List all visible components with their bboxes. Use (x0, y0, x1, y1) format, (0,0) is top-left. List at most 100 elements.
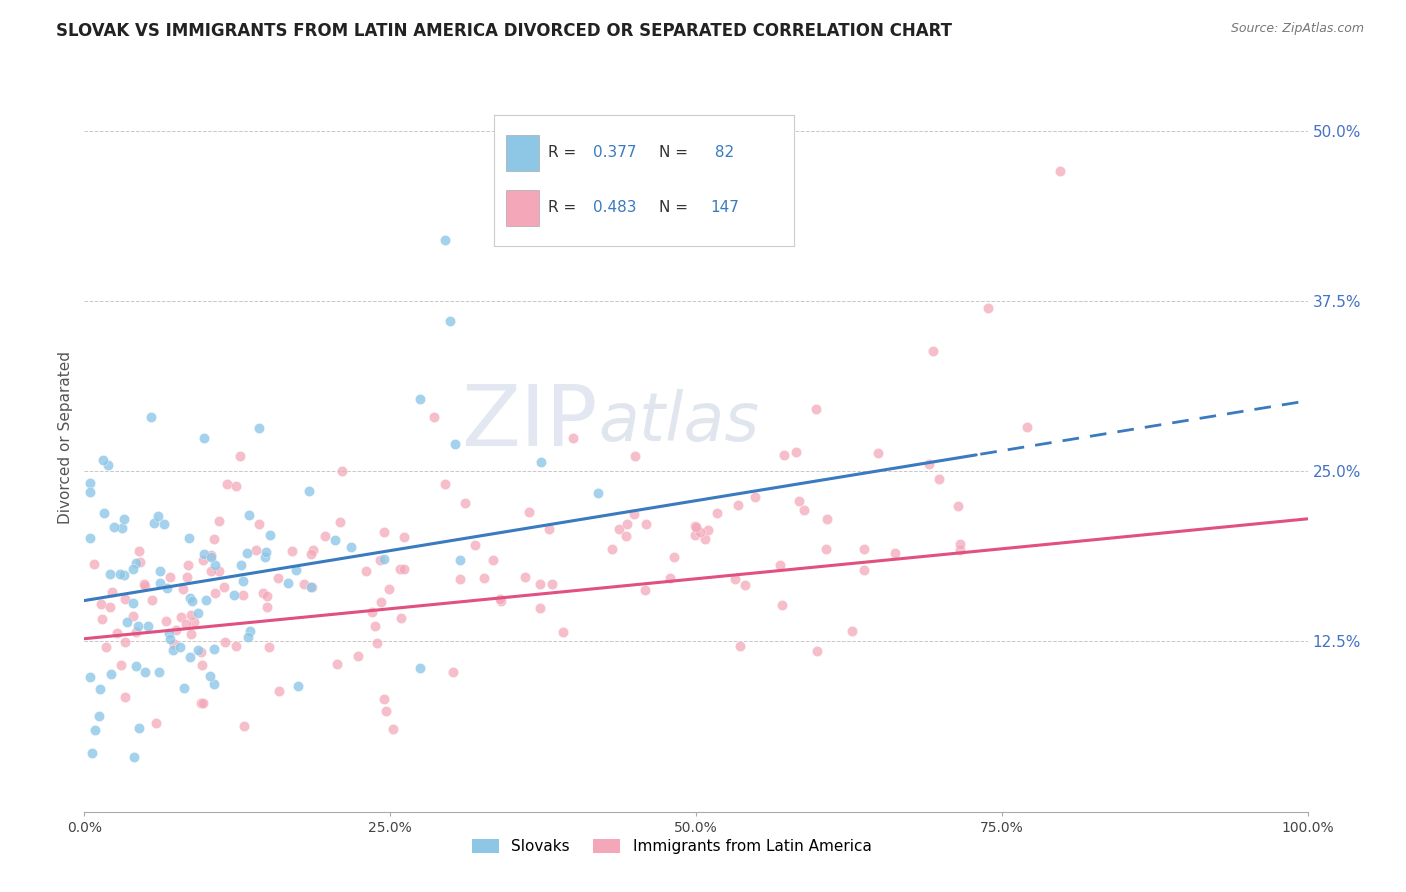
Point (165, 623, 187, 637)
Point (394, 530, 416, 544)
Point (202, 677, 225, 691)
Point (187, 606, 209, 620)
Point (464, 538, 486, 552)
Point (93, 506, 115, 520)
Point (97, 458, 120, 472)
Point (79, 532, 101, 546)
Point (232, 588, 254, 602)
Point (181, 594, 204, 608)
Point (302, 543, 325, 558)
Point (79, 670, 101, 684)
Point (180, 627, 202, 641)
Point (454, 496, 477, 510)
Point (685, 527, 707, 541)
Point (540, 577, 562, 591)
Point (1049, 164, 1071, 178)
Point (444, 437, 467, 451)
Point (110, 567, 132, 582)
Point (330, 464, 353, 478)
Point (252, 586, 274, 600)
Point (770, 598, 793, 612)
Point (232, 719, 254, 733)
Point (238, 630, 260, 644)
Point (245, 543, 267, 558)
Point (614, 528, 637, 542)
Point (256, 590, 278, 604)
Point (157, 625, 180, 640)
Point (83, 723, 105, 737)
Point (299, 580, 322, 594)
Point (529, 576, 551, 591)
Point (202, 533, 225, 547)
Point (806, 643, 828, 657)
Point (551, 624, 574, 639)
Point (378, 582, 401, 597)
Point (100, 666, 122, 681)
Point (114, 635, 136, 649)
Point (128, 544, 150, 558)
Point (529, 601, 551, 615)
Point (79, 475, 101, 490)
Point (623, 449, 645, 463)
Point (683, 518, 706, 533)
Point (115, 615, 138, 629)
Point (198, 669, 221, 683)
Point (368, 553, 391, 567)
Point (163, 637, 186, 651)
Point (159, 570, 181, 584)
Point (852, 563, 875, 577)
Point (127, 618, 149, 632)
Point (179, 591, 201, 605)
Point (281, 544, 304, 558)
Point (449, 572, 471, 586)
Point (214, 635, 236, 649)
Point (346, 648, 368, 663)
Point (482, 552, 505, 566)
Point (112, 567, 135, 582)
Point (183, 615, 205, 630)
Point (434, 476, 457, 491)
Point (98, 567, 121, 582)
Point (515, 570, 537, 584)
Point (79, 485, 101, 500)
Point (841, 624, 863, 638)
Point (373, 525, 395, 540)
Point (149, 576, 172, 591)
Point (222, 588, 245, 602)
Legend: Slovaks, Immigrants from Latin America: Slovaks, Immigrants from Latin America (465, 833, 877, 860)
Point (696, 523, 718, 537)
Point (193, 547, 215, 561)
Point (623, 508, 645, 522)
Point (409, 661, 432, 675)
Point (152, 516, 174, 531)
Point (200, 550, 222, 565)
Point (773, 448, 796, 462)
Point (225, 479, 247, 493)
Point (190, 696, 212, 710)
Point (122, 609, 145, 624)
Point (200, 564, 222, 578)
Point (815, 512, 838, 526)
Point (114, 690, 136, 705)
Point (146, 508, 169, 523)
Point (134, 665, 156, 680)
Point (472, 571, 495, 585)
Point (292, 577, 315, 591)
Point (254, 545, 277, 559)
Point (277, 576, 299, 591)
Point (110, 658, 132, 673)
Point (329, 515, 352, 529)
Text: ZIP: ZIP (461, 381, 598, 464)
Point (693, 532, 716, 546)
Point (361, 605, 384, 619)
Point (634, 583, 657, 598)
Point (946, 499, 969, 513)
Point (87, 709, 110, 723)
Point (190, 645, 212, 659)
Point (202, 641, 225, 656)
Text: SLOVAK VS IMMIGRANTS FROM LATIN AMERICA DIVORCED OR SEPARATED CORRELATION CHART: SLOVAK VS IMMIGRANTS FROM LATIN AMERICA … (56, 22, 952, 40)
Point (285, 563, 308, 577)
Point (423, 409, 446, 424)
Point (373, 552, 395, 566)
Point (80, 746, 103, 760)
